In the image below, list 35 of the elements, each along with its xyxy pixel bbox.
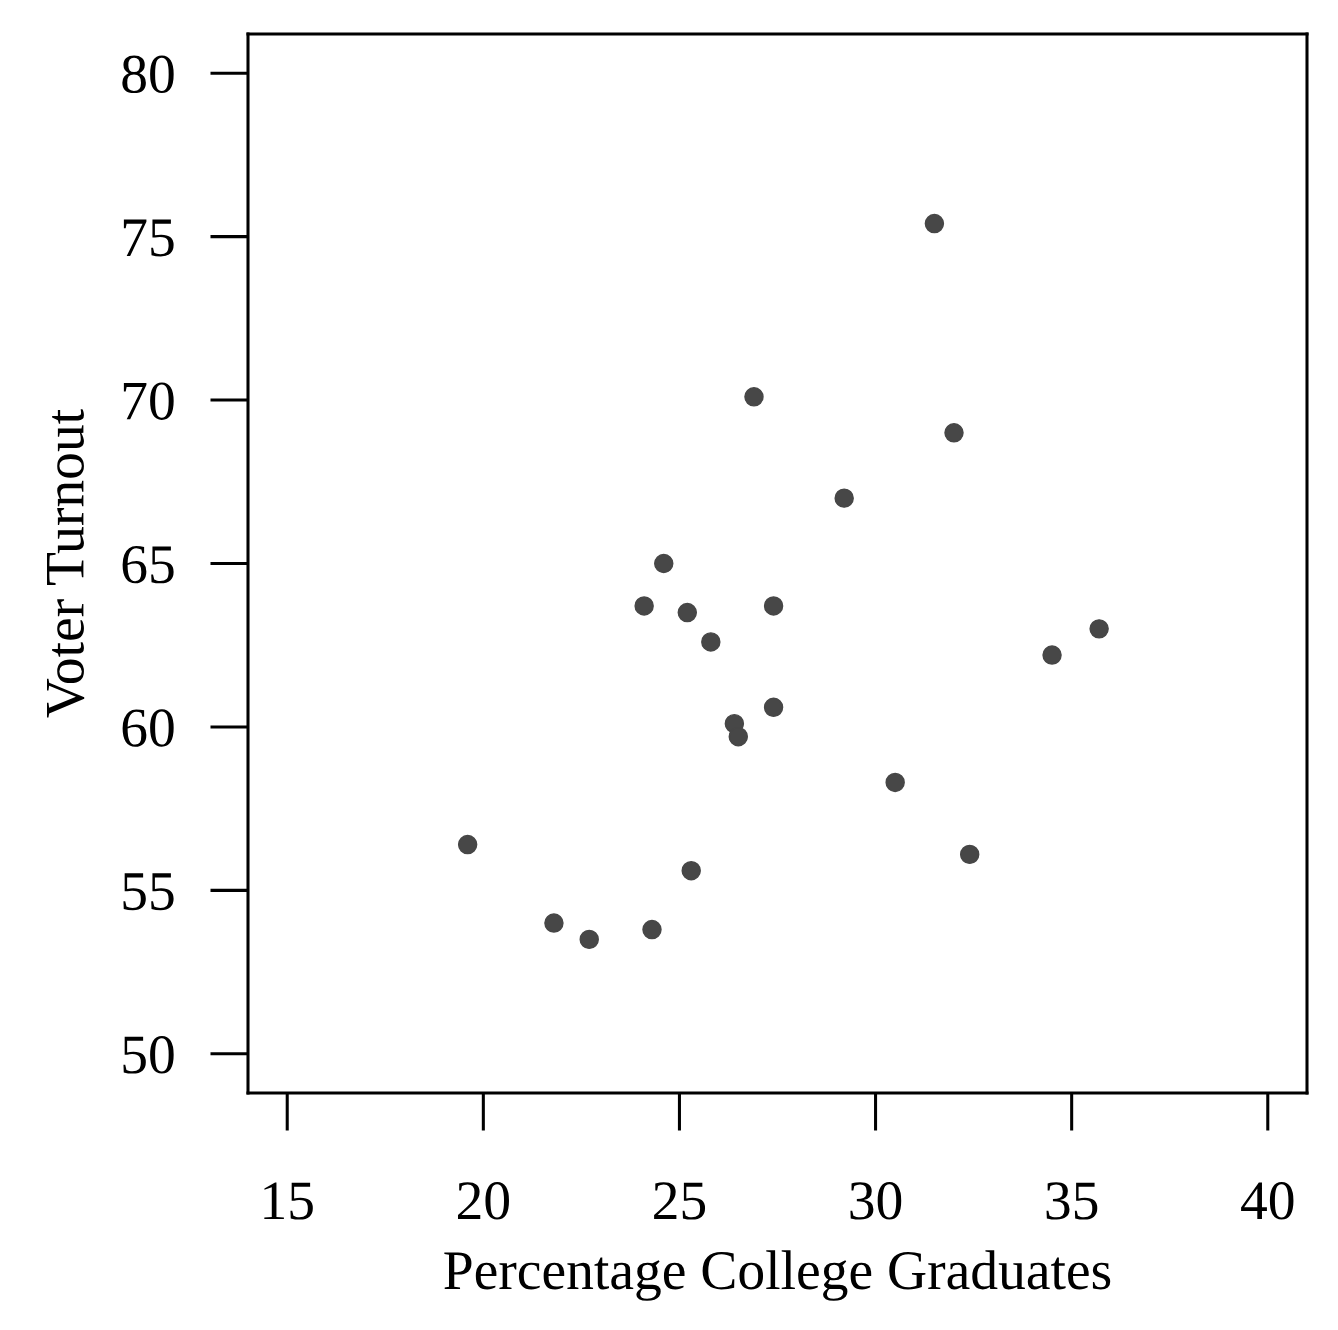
point [1042,645,1062,665]
point [944,423,964,443]
x-tick-label: 20 [457,1182,509,1220]
x-tick-label: 40 [1241,1182,1294,1220]
point [579,929,599,950]
point [763,697,784,718]
x-tick-label: 35 [1046,1182,1098,1220]
y-tick-label: 70 [123,382,174,420]
point [544,913,564,933]
x-tick-label: 15 [264,1182,313,1220]
point [834,488,854,508]
point [728,727,749,747]
y-tick-label: 80 [122,55,174,94]
point [885,772,905,793]
point [677,602,698,623]
y-tick-label: 75 [123,219,174,257]
point [654,553,674,574]
point [681,861,701,881]
point [924,213,945,234]
point [642,919,662,940]
y-tick-label: 65 [122,545,174,584]
x-tick-label: 25 [654,1182,706,1220]
y-tick-label: 50 [123,1036,174,1074]
point [634,596,654,616]
x-axis-title: Percentage College Graduates [444,1250,1111,1301]
y-tick-label: 60 [122,709,174,747]
y-axis-title: Voter Turnout [47,409,85,718]
point [701,632,721,652]
point [457,834,478,855]
point [1089,619,1109,639]
point [763,596,784,616]
x-tick-label: 30 [850,1182,902,1220]
point [959,844,980,865]
y-tick-label: 55 [123,873,174,911]
point [744,387,764,407]
